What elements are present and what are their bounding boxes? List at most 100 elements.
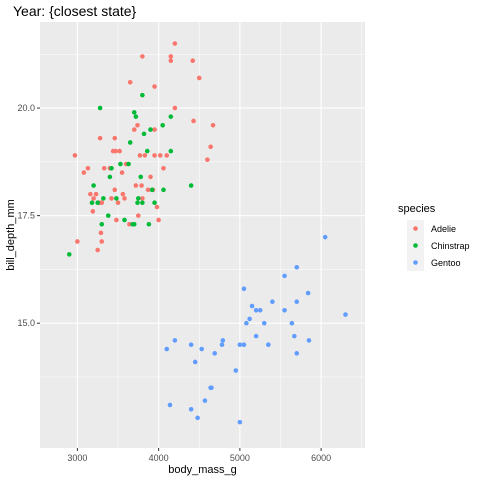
- legend-title: species: [398, 203, 436, 215]
- legend-marker-chinstrap: [413, 243, 418, 248]
- data-point-adelie: [120, 191, 126, 197]
- data-point-gentoo: [266, 342, 271, 348]
- data-point-chinstrap: [114, 196, 119, 201]
- data-point-chinstrap: [138, 174, 144, 180]
- data-point-adelie: [127, 221, 132, 227]
- data-point-adelie: [154, 204, 160, 210]
- data-point-chinstrap: [133, 114, 139, 119]
- data-point-adelie: [148, 174, 153, 180]
- y-tick-label: 17.5: [17, 211, 35, 221]
- data-point-gentoo: [289, 320, 295, 326]
- data-point-gentoo: [167, 402, 173, 408]
- data-point-chinstrap: [122, 217, 127, 223]
- data-point-adelie: [205, 157, 210, 162]
- data-point-chinstrap: [141, 131, 147, 137]
- data-point-adelie: [133, 183, 139, 188]
- data-point-adelie: [136, 213, 141, 218]
- data-point-chinstrap: [168, 148, 174, 154]
- data-point-chinstrap: [105, 213, 111, 218]
- data-point-adelie: [168, 58, 174, 64]
- data-point-chinstrap: [160, 122, 165, 128]
- data-point-gentoo: [247, 316, 252, 322]
- data-point-adelie: [164, 153, 170, 158]
- data-point-gentoo: [257, 308, 263, 313]
- data-points: [66, 41, 348, 425]
- data-point-chinstrap: [131, 221, 137, 227]
- data-point-adelie: [114, 217, 119, 223]
- data-point-gentoo: [172, 338, 178, 343]
- data-point-chinstrap: [109, 166, 114, 171]
- data-point-gentoo: [241, 342, 247, 348]
- data-point-chinstrap: [146, 221, 152, 227]
- data-point-adelie: [88, 191, 93, 197]
- data-point-adelie: [210, 122, 216, 128]
- data-point-adelie: [140, 54, 145, 59]
- data-point-adelie: [112, 187, 118, 193]
- data-point-chinstrap: [135, 200, 140, 206]
- data-point-chinstrap: [161, 187, 166, 193]
- data-point-gentoo: [249, 303, 255, 309]
- data-point-gentoo: [244, 320, 249, 326]
- legend-label-adelie: Adelie: [431, 224, 456, 234]
- data-point-chinstrap: [140, 92, 145, 98]
- data-point-chinstrap: [97, 105, 103, 111]
- legend-marker-gentoo: [413, 260, 418, 265]
- data-point-adelie: [81, 170, 87, 175]
- major-gridlines: [40, 22, 365, 448]
- data-point-gentoo: [233, 368, 239, 373]
- data-point-chinstrap: [136, 196, 141, 201]
- data-point-gentoo: [209, 385, 214, 391]
- data-point-gentoo: [199, 346, 204, 352]
- data-point-adelie: [137, 153, 143, 158]
- data-point-adelie: [99, 200, 105, 206]
- data-point-gentoo: [292, 333, 297, 339]
- data-point-gentoo: [282, 273, 287, 279]
- data-point-adelie: [115, 200, 121, 206]
- data-point-adelie: [135, 122, 140, 128]
- plot-panel: [40, 22, 365, 448]
- data-point-chinstrap: [140, 200, 145, 206]
- data-point-adelie: [90, 209, 96, 214]
- data-point-adelie: [75, 239, 80, 244]
- data-point-adelie: [196, 75, 202, 81]
- data-point-gentoo: [220, 338, 226, 343]
- data-point-chinstrap: [127, 140, 133, 145]
- data-point-chinstrap: [89, 200, 95, 206]
- y-axis-label: bill_depth_mm: [5, 199, 17, 271]
- data-point-gentoo: [212, 351, 217, 356]
- data-point-chinstrap: [148, 127, 153, 132]
- x-tick-label: 3000: [67, 453, 87, 463]
- data-point-chinstrap: [101, 196, 106, 201]
- data-point-gentoo: [202, 398, 208, 403]
- data-point-adelie: [99, 239, 105, 244]
- legend-marker-adelie: [413, 226, 418, 231]
- data-point-adelie: [122, 196, 127, 201]
- data-point-chinstrap: [66, 252, 72, 257]
- minor-gridlines: [40, 22, 365, 448]
- data-point-adelie: [119, 170, 125, 175]
- data-point-adelie: [140, 196, 145, 201]
- data-point-gentoo: [237, 342, 243, 348]
- data-point-chinstrap: [131, 110, 137, 115]
- data-point-adelie: [168, 54, 174, 59]
- data-point-adelie: [191, 118, 196, 124]
- data-point-chinstrap: [99, 221, 105, 227]
- data-point-chinstrap: [118, 161, 123, 167]
- data-point-adelie: [208, 144, 213, 150]
- data-point-adelie: [72, 153, 78, 158]
- data-point-chinstrap: [144, 148, 150, 154]
- data-point-gentoo: [294, 299, 300, 304]
- data-point-adelie: [127, 79, 133, 85]
- data-point-gentoo: [195, 415, 200, 421]
- data-point-gentoo: [294, 351, 300, 356]
- data-point-adelie: [161, 166, 166, 171]
- data-point-gentoo: [322, 234, 328, 240]
- data-point-adelie: [117, 148, 122, 154]
- data-point-chinstrap: [95, 200, 100, 206]
- data-point-adelie: [142, 153, 148, 158]
- data-point-adelie: [109, 196, 114, 201]
- data-point-gentoo: [294, 264, 300, 270]
- data-point-adelie: [98, 230, 104, 236]
- data-point-adelie: [131, 127, 137, 132]
